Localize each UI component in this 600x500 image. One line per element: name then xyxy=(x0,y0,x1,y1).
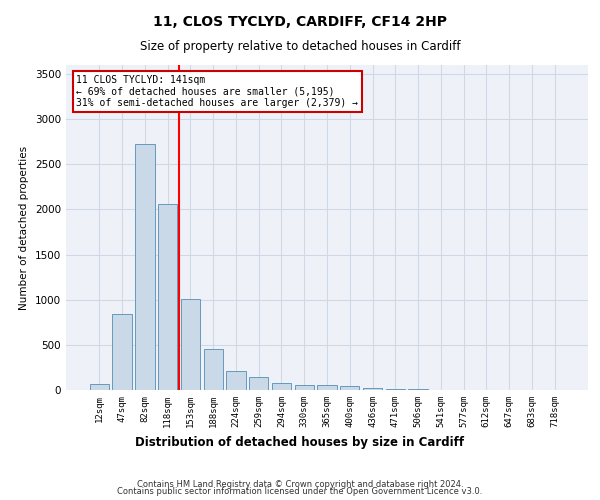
Bar xyxy=(249,378,268,390)
Bar xyxy=(135,144,155,390)
Bar xyxy=(340,386,359,390)
Text: Contains public sector information licensed under the Open Government Licence v3: Contains public sector information licen… xyxy=(118,487,482,496)
Bar xyxy=(272,383,291,390)
Bar xyxy=(295,384,314,390)
Text: Size of property relative to detached houses in Cardiff: Size of property relative to detached ho… xyxy=(140,40,460,53)
Text: Contains HM Land Registry data © Crown copyright and database right 2024.: Contains HM Land Registry data © Crown c… xyxy=(137,480,463,489)
Bar xyxy=(112,314,132,390)
Bar xyxy=(317,386,337,390)
Y-axis label: Number of detached properties: Number of detached properties xyxy=(19,146,29,310)
Bar xyxy=(363,388,382,390)
Bar xyxy=(226,371,245,390)
Bar xyxy=(90,384,109,390)
Bar xyxy=(386,389,405,390)
Bar xyxy=(203,350,223,390)
Text: 11, CLOS TYCLYD, CARDIFF, CF14 2HP: 11, CLOS TYCLYD, CARDIFF, CF14 2HP xyxy=(153,15,447,29)
Text: Distribution of detached houses by size in Cardiff: Distribution of detached houses by size … xyxy=(136,436,464,449)
Bar xyxy=(181,299,200,390)
Bar xyxy=(158,204,178,390)
Text: 11 CLOS TYCLYD: 141sqm
← 69% of detached houses are smaller (5,195)
31% of semi-: 11 CLOS TYCLYD: 141sqm ← 69% of detached… xyxy=(76,74,358,108)
